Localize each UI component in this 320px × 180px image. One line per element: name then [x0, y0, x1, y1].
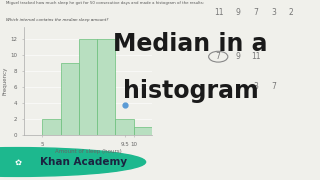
Text: Khan Academy: Khan Academy — [40, 157, 127, 167]
Text: histogram: histogram — [123, 79, 258, 103]
Circle shape — [0, 148, 146, 176]
Text: 9: 9 — [236, 8, 241, 17]
Bar — [42, 119, 60, 135]
Text: 7: 7 — [253, 8, 259, 17]
Bar — [116, 119, 134, 135]
Bar — [60, 63, 79, 135]
Text: 7: 7 — [216, 52, 221, 61]
Text: 11: 11 — [251, 52, 261, 61]
Text: Miguel tracked how much sleep he got for 50 consecutive days and made a histogra: Miguel tracked how much sleep he got for… — [6, 1, 204, 5]
X-axis label: Amount of sleep (hours): Amount of sleep (hours) — [55, 149, 121, 154]
Text: ✿: ✿ — [14, 158, 21, 166]
Y-axis label: Frequency: Frequency — [3, 67, 8, 95]
Bar — [97, 39, 116, 135]
Text: 3: 3 — [271, 8, 276, 17]
Bar — [134, 127, 152, 135]
Bar — [152, 127, 170, 135]
Text: 7: 7 — [271, 82, 276, 91]
Text: 3: 3 — [253, 82, 259, 91]
Text: Which interval contains the median sleep amount?: Which interval contains the median sleep… — [6, 18, 109, 22]
Text: 9: 9 — [236, 52, 241, 61]
Text: Median in a: Median in a — [113, 32, 268, 56]
Text: 11: 11 — [214, 8, 224, 17]
Bar — [79, 39, 97, 135]
Text: 2: 2 — [289, 8, 293, 17]
